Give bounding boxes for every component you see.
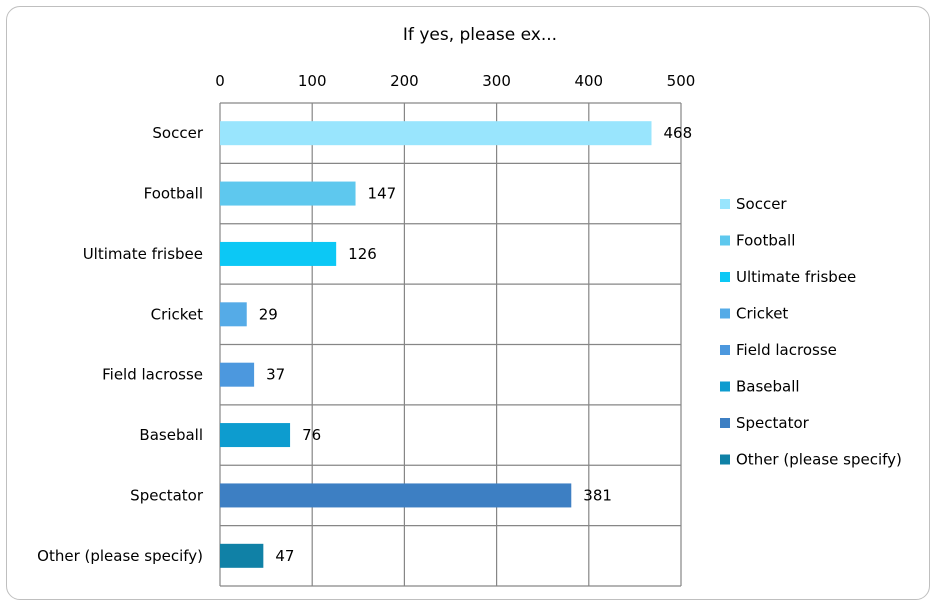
- data-label: 29: [259, 305, 278, 323]
- legend-label: Baseball: [736, 378, 800, 396]
- data-label: 147: [368, 185, 397, 203]
- chart-title: If yes, please ex...: [403, 25, 557, 45]
- bar: [220, 423, 291, 448]
- category-label: Other (please specify): [37, 547, 203, 565]
- data-label: 37: [266, 366, 285, 384]
- bar: [220, 121, 652, 146]
- legend-swatch: [720, 308, 730, 319]
- category-label: Baseball: [139, 426, 203, 444]
- bar: [220, 543, 264, 568]
- bar: [220, 181, 356, 206]
- legend-swatch: [720, 345, 730, 355]
- data-label: 47: [275, 547, 294, 565]
- x-tick-label: 0: [215, 72, 225, 90]
- x-tick-label: 300: [482, 72, 511, 90]
- bar: [220, 241, 337, 266]
- legend-label: Soccer: [736, 195, 787, 213]
- legend-swatch: [720, 454, 730, 465]
- legend-label: Ultimate frisbee: [736, 268, 856, 286]
- data-label: 76: [302, 426, 321, 444]
- legend-label: Spectator: [736, 414, 810, 432]
- category-label: Spectator: [130, 486, 204, 504]
- legend-label: Cricket: [736, 305, 788, 323]
- category-label: Ultimate frisbee: [83, 245, 203, 263]
- legend-swatch: [720, 381, 730, 392]
- category-label: Soccer: [152, 124, 203, 142]
- data-label: 126: [348, 245, 377, 263]
- legend-swatch: [720, 199, 730, 209]
- bar: [220, 483, 572, 508]
- data-label: 381: [583, 486, 612, 504]
- legend: Soccer Football Ultimate frisbee Cricket Fie…: [720, 195, 902, 469]
- legend-label: Field lacrosse: [736, 341, 837, 359]
- x-tick-label: 200: [390, 72, 419, 90]
- legend-label: Football: [736, 232, 795, 250]
- category-label: Cricket: [151, 305, 203, 323]
- bar: [220, 362, 255, 387]
- x-tick-label: 400: [574, 72, 603, 90]
- category-label: Field lacrosse: [102, 366, 203, 384]
- x-tick-label: 100: [298, 72, 327, 90]
- data-label: 468: [663, 124, 692, 142]
- legend-swatch: [720, 418, 730, 428]
- category-label: Football: [144, 185, 203, 203]
- legend-swatch: [720, 272, 730, 282]
- legend-label: Other (please specify): [736, 451, 902, 469]
- x-tick-label: 500: [667, 72, 696, 90]
- legend-swatch: [720, 235, 730, 246]
- bar: [220, 302, 247, 327]
